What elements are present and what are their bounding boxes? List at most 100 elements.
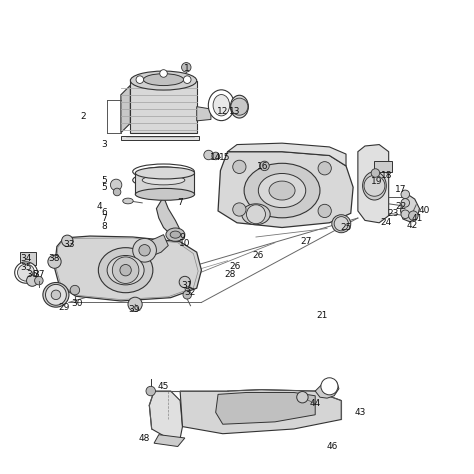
Text: 22: 22: [395, 202, 406, 210]
Ellipse shape: [269, 181, 295, 200]
Ellipse shape: [136, 189, 194, 201]
FancyBboxPatch shape: [374, 161, 392, 172]
Text: 30: 30: [71, 299, 82, 308]
Text: 24: 24: [381, 219, 392, 227]
Text: 35: 35: [20, 264, 32, 272]
Circle shape: [51, 290, 61, 300]
Polygon shape: [197, 107, 211, 121]
Circle shape: [260, 161, 269, 171]
Text: 46: 46: [326, 442, 337, 451]
Circle shape: [35, 276, 43, 285]
Polygon shape: [154, 435, 185, 447]
Circle shape: [112, 257, 139, 283]
Polygon shape: [121, 85, 130, 133]
Text: 16: 16: [257, 163, 269, 171]
Circle shape: [48, 255, 61, 268]
Text: 43: 43: [355, 408, 366, 417]
Circle shape: [401, 190, 410, 199]
Text: 2: 2: [80, 112, 86, 120]
Circle shape: [27, 275, 38, 286]
Circle shape: [146, 386, 155, 396]
Text: 3: 3: [101, 140, 107, 149]
Ellipse shape: [242, 204, 270, 225]
Text: 36: 36: [27, 271, 38, 279]
Circle shape: [179, 276, 191, 288]
Ellipse shape: [244, 163, 320, 218]
Text: 25: 25: [340, 223, 352, 232]
Ellipse shape: [363, 172, 386, 200]
Text: 26: 26: [229, 262, 240, 271]
Text: 29: 29: [58, 303, 70, 311]
Ellipse shape: [15, 262, 37, 283]
Text: 21: 21: [317, 311, 328, 319]
Polygon shape: [216, 392, 315, 424]
Circle shape: [120, 264, 131, 276]
Text: 12: 12: [217, 107, 228, 116]
Circle shape: [246, 205, 265, 224]
Ellipse shape: [258, 173, 306, 208]
Circle shape: [183, 291, 191, 299]
Circle shape: [334, 217, 348, 231]
Ellipse shape: [133, 173, 194, 188]
Text: 33: 33: [63, 240, 74, 248]
Circle shape: [212, 152, 219, 160]
Circle shape: [70, 285, 80, 295]
Ellipse shape: [43, 283, 69, 307]
Polygon shape: [156, 197, 180, 235]
Polygon shape: [20, 252, 36, 265]
Text: 13: 13: [229, 107, 240, 116]
Circle shape: [113, 188, 121, 196]
Circle shape: [136, 76, 144, 83]
Polygon shape: [121, 136, 199, 140]
Circle shape: [160, 70, 167, 77]
Text: 37: 37: [33, 271, 45, 279]
Polygon shape: [401, 194, 419, 222]
Ellipse shape: [130, 71, 197, 90]
Ellipse shape: [123, 198, 133, 204]
Circle shape: [133, 238, 156, 262]
Polygon shape: [228, 143, 346, 166]
Ellipse shape: [142, 175, 185, 185]
Circle shape: [62, 235, 73, 246]
Ellipse shape: [332, 215, 351, 233]
Polygon shape: [130, 81, 197, 133]
Polygon shape: [358, 145, 389, 223]
Text: 45: 45: [158, 382, 169, 391]
Text: 8: 8: [101, 222, 107, 230]
Text: 41: 41: [411, 214, 423, 222]
Polygon shape: [142, 235, 168, 256]
Ellipse shape: [213, 95, 229, 116]
Circle shape: [401, 199, 410, 207]
Text: 27: 27: [300, 237, 311, 246]
Circle shape: [297, 392, 308, 403]
Text: 44: 44: [310, 400, 321, 408]
Circle shape: [204, 150, 213, 160]
Ellipse shape: [136, 167, 194, 179]
Text: 6: 6: [101, 208, 107, 217]
Circle shape: [318, 162, 331, 175]
Circle shape: [18, 264, 35, 281]
Ellipse shape: [142, 167, 185, 176]
Text: 5: 5: [101, 183, 107, 191]
Polygon shape: [180, 390, 341, 434]
Circle shape: [364, 175, 385, 196]
Polygon shape: [135, 173, 194, 194]
Ellipse shape: [209, 90, 234, 121]
Ellipse shape: [230, 95, 248, 118]
Text: 19: 19: [371, 177, 383, 185]
Text: 32: 32: [184, 289, 195, 297]
Text: 31: 31: [182, 281, 193, 290]
Circle shape: [128, 297, 142, 311]
Text: 40: 40: [419, 207, 430, 215]
Text: 34: 34: [20, 254, 32, 263]
Circle shape: [231, 98, 248, 115]
Text: 7: 7: [101, 215, 107, 223]
Circle shape: [183, 76, 191, 83]
Ellipse shape: [107, 255, 144, 285]
Text: 9: 9: [180, 233, 185, 241]
Text: 38: 38: [49, 254, 60, 263]
Polygon shape: [218, 152, 353, 228]
Text: 15: 15: [219, 153, 231, 162]
Ellipse shape: [133, 164, 194, 179]
Circle shape: [409, 211, 418, 220]
